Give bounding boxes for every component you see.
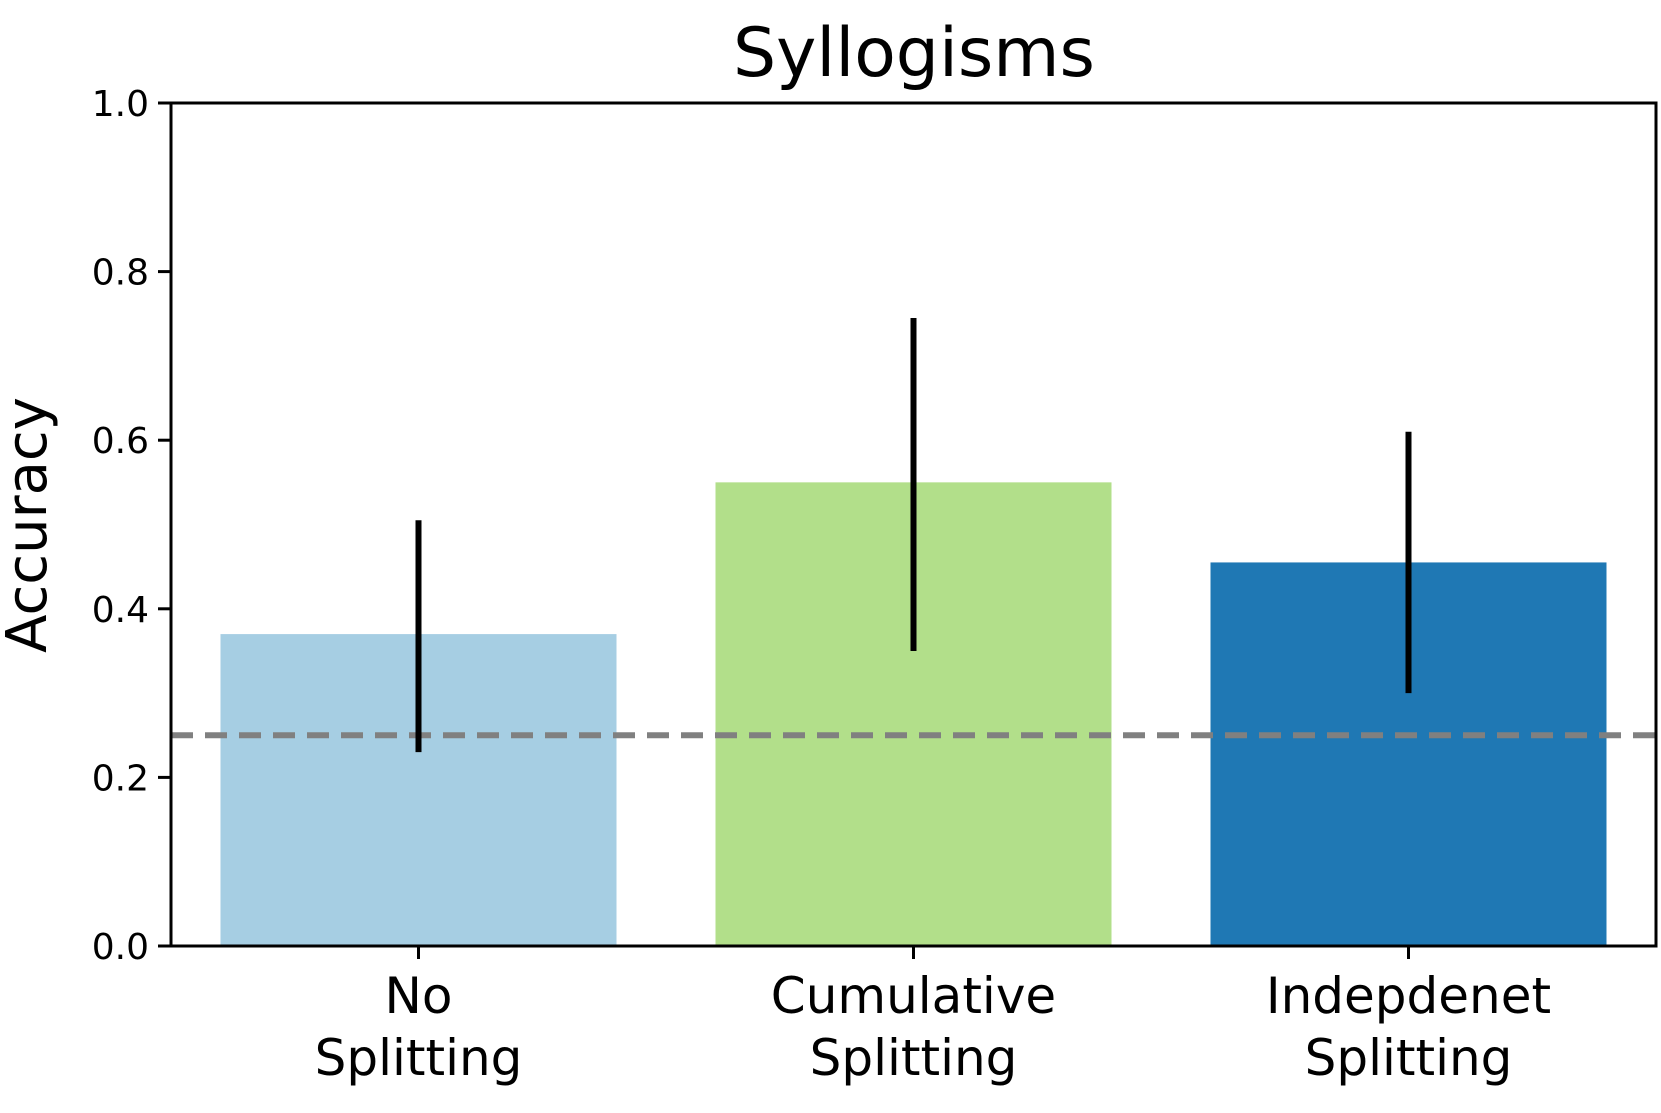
y-axis-label: Accuracy	[0, 397, 60, 653]
y-tick-label-2: 0.4	[92, 590, 149, 631]
x-tick-label-line-2-1: Splitting	[1305, 1029, 1513, 1087]
chart-title: Syllogisms	[733, 14, 1095, 93]
y-tick-label-4: 0.8	[92, 253, 149, 294]
x-tick-label-2: Indepdenet Splitting	[1266, 967, 1551, 1087]
y-tick-label-5: 1.0	[92, 84, 149, 125]
error-bars-layer	[415, 317, 1412, 753]
x-tick-label-line-2-0: Indepdenet	[1266, 967, 1551, 1025]
x-tick-label-0: No Splitting	[315, 967, 523, 1087]
y-tick-label-1: 0.2	[92, 758, 149, 799]
y-tick-label-0: 0.0	[92, 927, 149, 968]
y-tick-label-3: 0.6	[92, 421, 149, 462]
x-tick-label-line-0-1: Splitting	[315, 1029, 523, 1087]
x-tick-label-line-0-0: No	[385, 967, 453, 1025]
x-tick-label-line-1-1: Splitting	[810, 1029, 1018, 1087]
x-tick-label-line-1-0: Cumulative	[771, 967, 1056, 1025]
x-tick-label-1: Cumulative Splitting	[771, 967, 1056, 1087]
